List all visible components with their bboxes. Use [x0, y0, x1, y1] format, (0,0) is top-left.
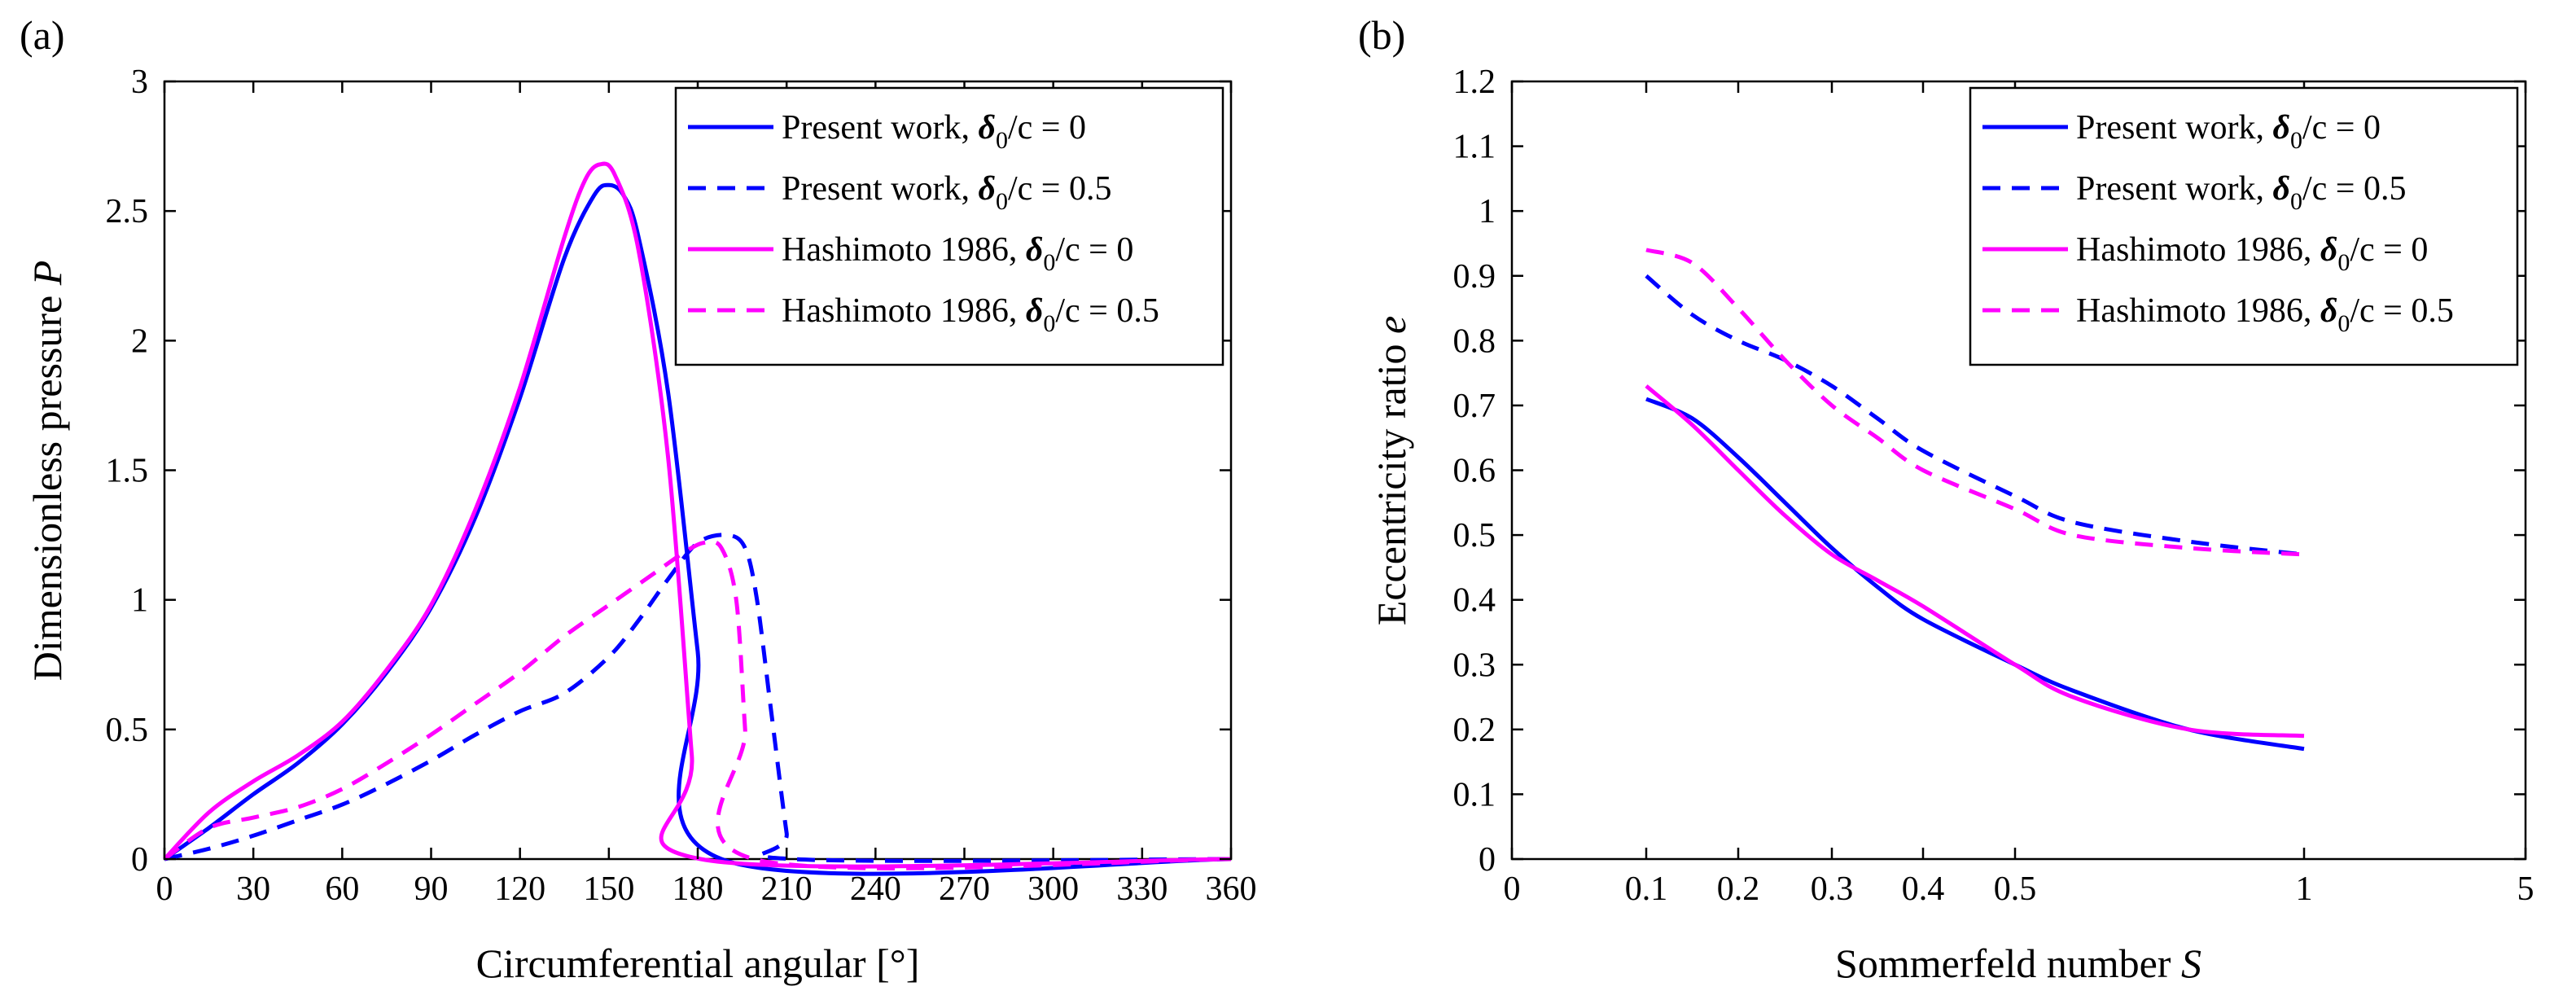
series-line-4 [1645, 248, 2305, 557]
chart-b: (b) 0 0.1 0.2 0.3 0.4 0.5 1 5 0 0.1 0.2 0.3 0.4 0.5 0.… [1358, 12, 2534, 986]
y-tick-label: 0.5 [1453, 517, 1496, 555]
series-group-b [1645, 248, 2305, 752]
y-tick-label: 0.7 [1453, 388, 1496, 425]
legend-box [1969, 86, 2519, 366]
y-tick-label: 2.5 [106, 193, 149, 230]
x-tick-label: 240 [850, 870, 901, 908]
y-tick-label: 2 [131, 322, 148, 360]
series-line-4 [163, 539, 1232, 870]
x-tick-label: 60 [325, 870, 359, 908]
x-tick-label: 270 [939, 870, 990, 908]
x-tick-label: 300 [1027, 870, 1079, 908]
series-line-1 [163, 182, 1232, 876]
y-tick-label: 1 [1479, 193, 1496, 230]
x-tick-label: 120 [494, 870, 545, 908]
legend-label-1: Present work, δ0/c = 0 [2076, 109, 2381, 154]
y-tick-label: 0.1 [1453, 776, 1496, 813]
x-tick-label: 150 [583, 870, 634, 908]
panel-label-b: (b) [1358, 12, 1405, 58]
legend-label-2: Present work, δ0/c = 0.5 [2076, 170, 2406, 215]
x-tick-label: 30 [236, 870, 270, 908]
y-tick-label: 1.1 [1453, 129, 1496, 166]
x-tick-label: 0.2 [1717, 870, 1760, 908]
x-tick-label: 180 [672, 870, 724, 908]
chart-a: (a) 0 30 60 90 120 150 180 210 240 270 300 330 360 0 0… [20, 12, 1257, 986]
x-tick-label: 0.5 [1994, 870, 2037, 908]
y-tick-label: 0.4 [1453, 582, 1496, 620]
legend-b: Present work, δ0/c = 0 Present work, δ0/c… [1969, 86, 2519, 366]
y-tick-label: 1.5 [106, 453, 149, 490]
legend-label-1: Present work, δ0/c = 0 [782, 109, 1086, 154]
legend-box [674, 86, 1224, 366]
y-tick-label: 0.9 [1453, 258, 1496, 296]
y-axis-label-a: Dimensionless pressure P [24, 261, 70, 682]
y-axis-label-b: Eccentricity ratio e [1369, 316, 1414, 625]
x-tick-label: 330 [1116, 870, 1168, 908]
y-tick-label: 0.3 [1453, 647, 1496, 684]
y-tick-label: 1 [131, 582, 148, 620]
legend-a: Present work, δ0/c = 0 Present work, δ0/c… [674, 86, 1224, 366]
y-tick-label: 0.2 [1453, 712, 1496, 749]
legend-label-3: Hashimoto 1986, δ0/c = 0 [2076, 231, 2428, 276]
y-tick-label: 3 [131, 64, 148, 101]
y-tick-label: 0.8 [1453, 322, 1496, 360]
legend-label-4: Hashimoto 1986, δ0/c = 0.5 [782, 292, 1159, 337]
series-group-a [163, 161, 1232, 876]
x-tick-label: 0.4 [1902, 870, 1945, 908]
panel-label-a: (a) [20, 12, 65, 58]
x-tick-label: 90 [414, 870, 449, 908]
y-tick-label: 0.5 [106, 712, 149, 749]
legend-label-3: Hashimoto 1986, δ0/c = 0 [782, 231, 1133, 276]
series-line-2 [164, 533, 1232, 863]
y-tick-label: 0.6 [1453, 453, 1496, 490]
x-axis-label-a: Circumferential angular [°] [476, 940, 920, 986]
x-tick-label: 5 [2517, 870, 2534, 908]
legend-label-4: Hashimoto 1986, δ0/c = 0.5 [2076, 292, 2454, 337]
x-tick-label: 210 [761, 870, 813, 908]
x-tick-label: 0.3 [1811, 870, 1854, 908]
x-tick-label: 360 [1206, 870, 1257, 908]
series-line-1 [1645, 397, 2305, 752]
x-axis-label-b: Sommerfeld number S [1835, 940, 2201, 986]
series-line-3 [163, 161, 1232, 869]
x-tick-label: 0 [1504, 870, 1521, 908]
series-line-3 [1645, 384, 2305, 739]
x-tick-label: 1 [2296, 870, 2313, 908]
y-tick-label: 0 [131, 841, 148, 879]
x-tick-label: 0 [156, 870, 173, 908]
series-line-2 [1645, 274, 2305, 557]
y-tick-label: 0 [1479, 841, 1496, 879]
y-tick-label: 1.2 [1453, 64, 1496, 101]
legend-label-2: Present work, δ0/c = 0.5 [782, 170, 1111, 215]
x-tick-label: 0.1 [1625, 870, 1668, 908]
